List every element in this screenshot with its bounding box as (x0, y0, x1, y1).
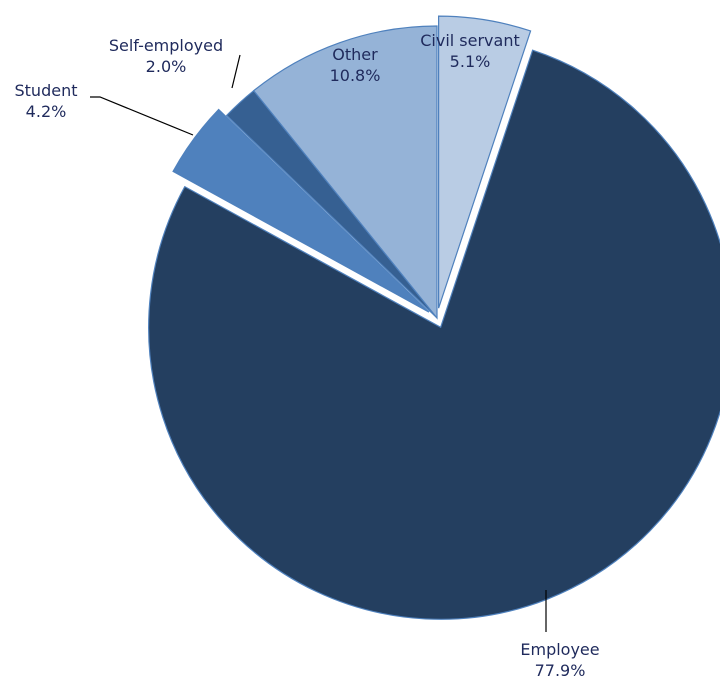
slice-label-employee: Employee (520, 640, 599, 659)
labels-layer: Civil servant 5.1% Employee 77.9% Student 4.2… (15, 31, 600, 680)
slice-label-civil-servant: Civil servant (420, 31, 520, 50)
leader-line-self-employed (231, 54, 241, 89)
pie-slice-other (252, 25, 438, 320)
slice-label-self-employed: Self-employed (109, 36, 223, 55)
leader-lines-layer (90, 54, 547, 632)
pie-slice-student (172, 108, 430, 313)
slices-layer (148, 15, 720, 620)
pie-slice-employee (148, 49, 720, 620)
slice-value-self-employed: 2.0% (146, 57, 187, 76)
pie-slice-civil-servant (438, 15, 532, 309)
slice-value-other: 10.8% (330, 66, 381, 85)
slice-label-other: Other (332, 45, 378, 64)
slice-value-civil-servant: 5.1% (450, 52, 491, 71)
slice-value-student: 4.2% (26, 102, 67, 121)
slice-value-employee: 77.9% (535, 661, 586, 680)
slice-label-student: Student (15, 81, 78, 100)
leader-line-student (90, 96, 194, 136)
